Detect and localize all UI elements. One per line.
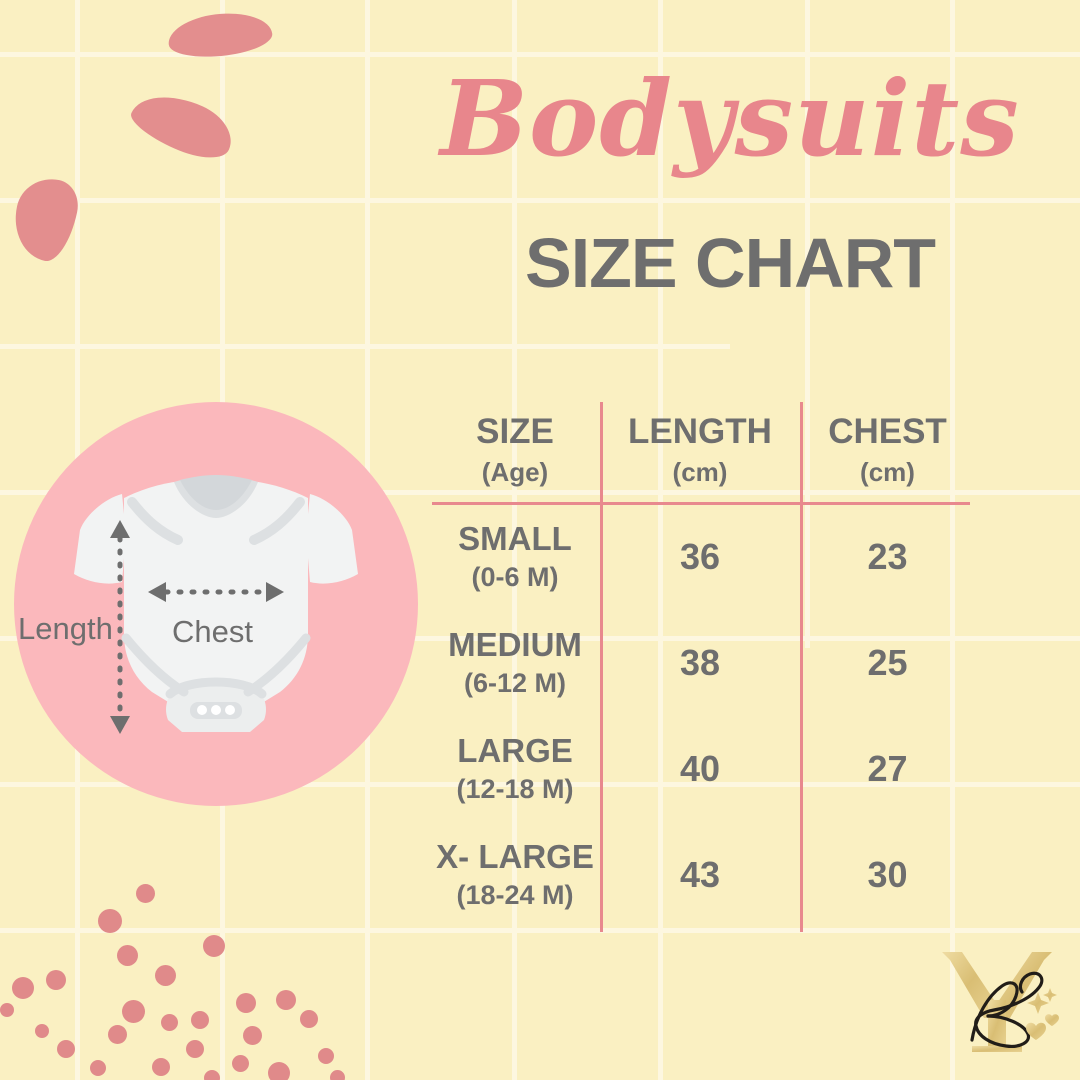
- cell-chest: 27: [867, 748, 908, 789]
- brand-logo: [932, 938, 1062, 1066]
- size-name: MEDIUM: [448, 626, 582, 663]
- table-row: SMALL (0-6 M) 36 23: [430, 504, 975, 610]
- heart-icon: [1026, 1014, 1059, 1040]
- column-header-chest: CHEST (cm): [800, 398, 975, 504]
- decorative-petal: [165, 7, 275, 63]
- table-row: X- LARGE (18-24 M) 43 30: [430, 822, 975, 928]
- size-name: SMALL: [458, 520, 572, 557]
- logo-letter-d-icon: [970, 971, 1044, 1048]
- cell-chest: 25: [867, 642, 908, 683]
- cell-size: MEDIUM (6-12 M): [430, 610, 600, 716]
- cell-length: 38: [679, 642, 721, 683]
- grid-line-horizontal: [0, 928, 1080, 933]
- decorative-petal: [7, 172, 83, 266]
- length-measurement-arrow: [110, 520, 130, 734]
- length-label: Length: [18, 611, 113, 646]
- sparkle-icon: [1027, 988, 1057, 1014]
- size-table-container: SIZE (Age) LENGTH (cm) CHEST (cm): [430, 398, 975, 932]
- table-column-divider: [800, 402, 803, 932]
- page-title-script: Bodysuits: [440, 57, 1020, 180]
- bodysuit-icon: [74, 475, 358, 734]
- size-age: (12-18 M): [456, 774, 574, 804]
- table-row: LARGE (12-18 M) 40 27: [430, 716, 975, 822]
- size-age: (6-12 M): [463, 668, 566, 698]
- chest-measurement-arrow: [148, 582, 284, 602]
- column-header-length: LENGTH (cm): [600, 398, 800, 504]
- size-table: SIZE (Age) LENGTH (cm) CHEST (cm): [430, 398, 975, 928]
- size-name: LARGE: [457, 732, 573, 769]
- cell-length: 40: [679, 748, 721, 789]
- size-age: (0-6 M): [471, 562, 559, 592]
- cell-length: 43: [679, 854, 721, 895]
- column-header-length-unit: (cm): [672, 457, 728, 487]
- size-age: (18-24 M): [456, 880, 574, 910]
- column-header-length-main: LENGTH: [628, 412, 772, 451]
- cell-chest: 30: [867, 854, 908, 895]
- decorative-petal: [125, 81, 241, 169]
- table-header-row: SIZE (Age) LENGTH (cm) CHEST (cm): [430, 398, 975, 504]
- bodysuit-illustration: Length Chest: [14, 402, 418, 806]
- cell-chest: 23: [867, 536, 908, 577]
- column-header-size-unit: (Age): [481, 457, 549, 487]
- table-column-divider: [600, 402, 603, 932]
- table-header-rule: [432, 502, 970, 505]
- column-header-size: SIZE (Age): [430, 398, 600, 504]
- table-row: MEDIUM (6-12 M) 38 25: [430, 610, 975, 716]
- column-header-size-main: SIZE: [476, 412, 554, 451]
- cell-size: SMALL (0-6 M): [430, 504, 600, 610]
- column-header-chest-unit: (cm): [860, 457, 915, 487]
- grid-line-horizontal: [0, 198, 1080, 203]
- chest-label: Chest: [172, 614, 253, 649]
- cell-size: LARGE (12-18 M): [430, 716, 600, 822]
- cell-length: 36: [679, 536, 721, 577]
- cell-size: X- LARGE (18-24 M): [430, 822, 600, 928]
- grid-line-horizontal: [0, 344, 730, 349]
- column-header-chest-main: CHEST: [828, 412, 947, 451]
- page-title: SIZE CHART: [525, 224, 936, 302]
- size-name: X- LARGE: [436, 838, 594, 875]
